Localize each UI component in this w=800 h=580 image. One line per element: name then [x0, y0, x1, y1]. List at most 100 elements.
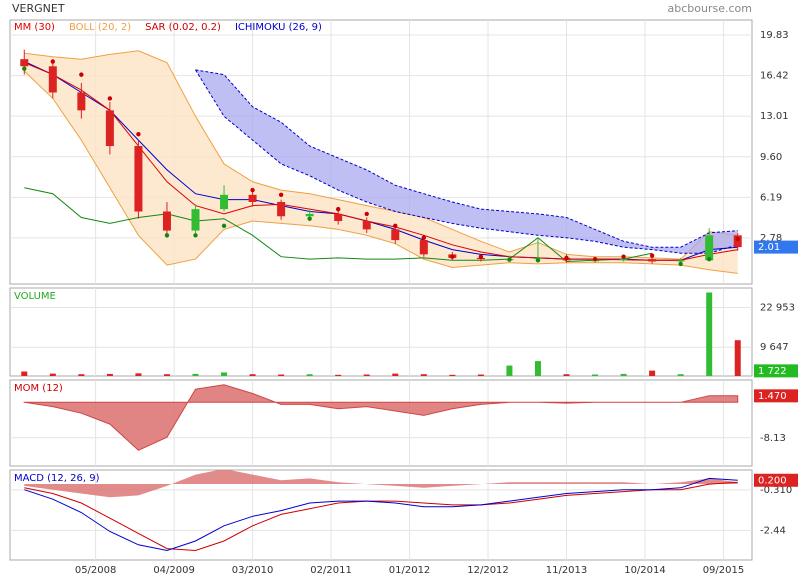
x-tick-label: 02/2011	[310, 565, 352, 576]
panel-title: VOLUME	[14, 291, 56, 302]
x-tick-label: 11/2013	[546, 565, 588, 576]
sar-dot	[193, 233, 198, 238]
last-value-box	[754, 389, 798, 403]
last-value-label: 1.470	[758, 391, 787, 402]
volume-bar	[306, 374, 313, 376]
x-tick-label: 05/2008	[75, 565, 117, 576]
sar-dot	[535, 258, 541, 263]
candle-body	[20, 59, 29, 67]
x-tick-label: 04/2009	[153, 565, 195, 576]
moving-average	[24, 62, 738, 261]
x-tick-label: 03/2010	[232, 565, 274, 576]
legend-entry: ICHIMOKU (26, 9)	[235, 22, 322, 33]
y-tick-label: 9 647	[760, 342, 789, 353]
y-tick-label: -2.44	[760, 525, 786, 536]
y-tick-label: 22 953	[760, 303, 795, 314]
candle-body	[134, 146, 143, 212]
volume-bar	[620, 373, 627, 376]
x-tick-label: 12/2012	[467, 565, 509, 576]
volume-bar	[21, 371, 28, 376]
candle-body	[248, 194, 257, 202]
volume-bar	[477, 374, 484, 376]
last-value-box	[754, 240, 798, 254]
volume-bar	[420, 374, 427, 376]
macd-histogram	[24, 470, 738, 498]
panel-plot	[10, 20, 752, 284]
y-tick-label: 9.60	[760, 152, 782, 163]
last-value-box	[754, 364, 798, 378]
sar-dot	[478, 254, 484, 259]
volume-bar	[221, 372, 228, 376]
macd-line	[24, 477, 738, 552]
y-tick-label: -0.310	[760, 485, 792, 496]
candle-body	[334, 213, 343, 222]
volume-bar	[192, 373, 199, 376]
bollinger-lower	[23, 70, 738, 274]
candle-body	[277, 201, 286, 217]
candle-body	[648, 259, 657, 262]
candle-body	[48, 66, 57, 93]
volume-bar	[363, 374, 370, 376]
stock-name: VERGNET	[12, 2, 65, 15]
volume-bar	[335, 374, 342, 376]
candle-body	[419, 240, 428, 255]
y-tick-label: 2.78	[760, 233, 782, 244]
candle-body	[162, 211, 171, 231]
x-tick-label: 09/2015	[703, 565, 745, 576]
volume-bar	[563, 374, 570, 376]
panel-plot	[10, 380, 752, 466]
panel-title: MOM (12)	[14, 383, 63, 394]
signal-line	[24, 481, 738, 552]
y-tick-label: 13.01	[760, 111, 789, 122]
sar-dot	[364, 211, 369, 217]
sar-dot	[250, 187, 255, 193]
y-tick-label: 16.42	[760, 71, 789, 82]
volume-bar	[78, 374, 85, 376]
sar-dot	[107, 96, 113, 101]
momentum-area	[23, 384, 739, 451]
sar-dot	[164, 233, 170, 238]
sar-dot	[649, 253, 655, 258]
volume-bar	[249, 374, 256, 376]
sar-dot	[450, 254, 455, 259]
volume-bar	[677, 374, 684, 376]
candle-body	[77, 92, 86, 111]
candle-body	[619, 259, 628, 261]
ichimoku-lagging	[24, 187, 653, 263]
sar-dot	[621, 254, 626, 259]
volume-panel	[9, 287, 753, 377]
volume-bar	[135, 373, 142, 376]
ichimoku-cloud	[195, 69, 738, 254]
legend-entry: MM (30)	[14, 22, 55, 33]
sar-dot	[421, 235, 427, 240]
y-tick-label: 6.19	[760, 192, 782, 203]
sar-dot	[22, 66, 27, 71]
bollinger-upper	[24, 50, 738, 260]
candle-body	[220, 194, 229, 210]
sar-dot	[706, 256, 712, 262]
sar-dot	[221, 223, 227, 228]
sar-dot	[678, 261, 683, 267]
volume-bar	[534, 361, 541, 376]
y-tick-label: 19.83	[760, 30, 789, 41]
sar-dot	[335, 206, 341, 212]
volume-bar	[163, 374, 170, 376]
ichimoku-span-a	[195, 69, 738, 254]
y-tick-label: -8.13	[760, 433, 786, 444]
sar-dot	[307, 216, 312, 221]
candle-body	[305, 213, 314, 217]
volume-bar	[649, 370, 656, 376]
volume-bar	[49, 373, 56, 376]
last-value-label: 2.01	[758, 242, 780, 253]
x-tick-label: 01/2012	[389, 565, 431, 576]
volume-bar	[734, 340, 741, 376]
volume-bar	[592, 374, 599, 376]
legend-entry: SAR (0.02, 0.2)	[145, 22, 221, 33]
candle-body	[105, 110, 114, 147]
panel-title: MACD (12, 26, 9)	[14, 473, 100, 484]
candle-body	[362, 221, 371, 230]
sar-dot	[564, 255, 569, 261]
candle-body	[733, 235, 742, 248]
sar-dot	[592, 256, 598, 262]
